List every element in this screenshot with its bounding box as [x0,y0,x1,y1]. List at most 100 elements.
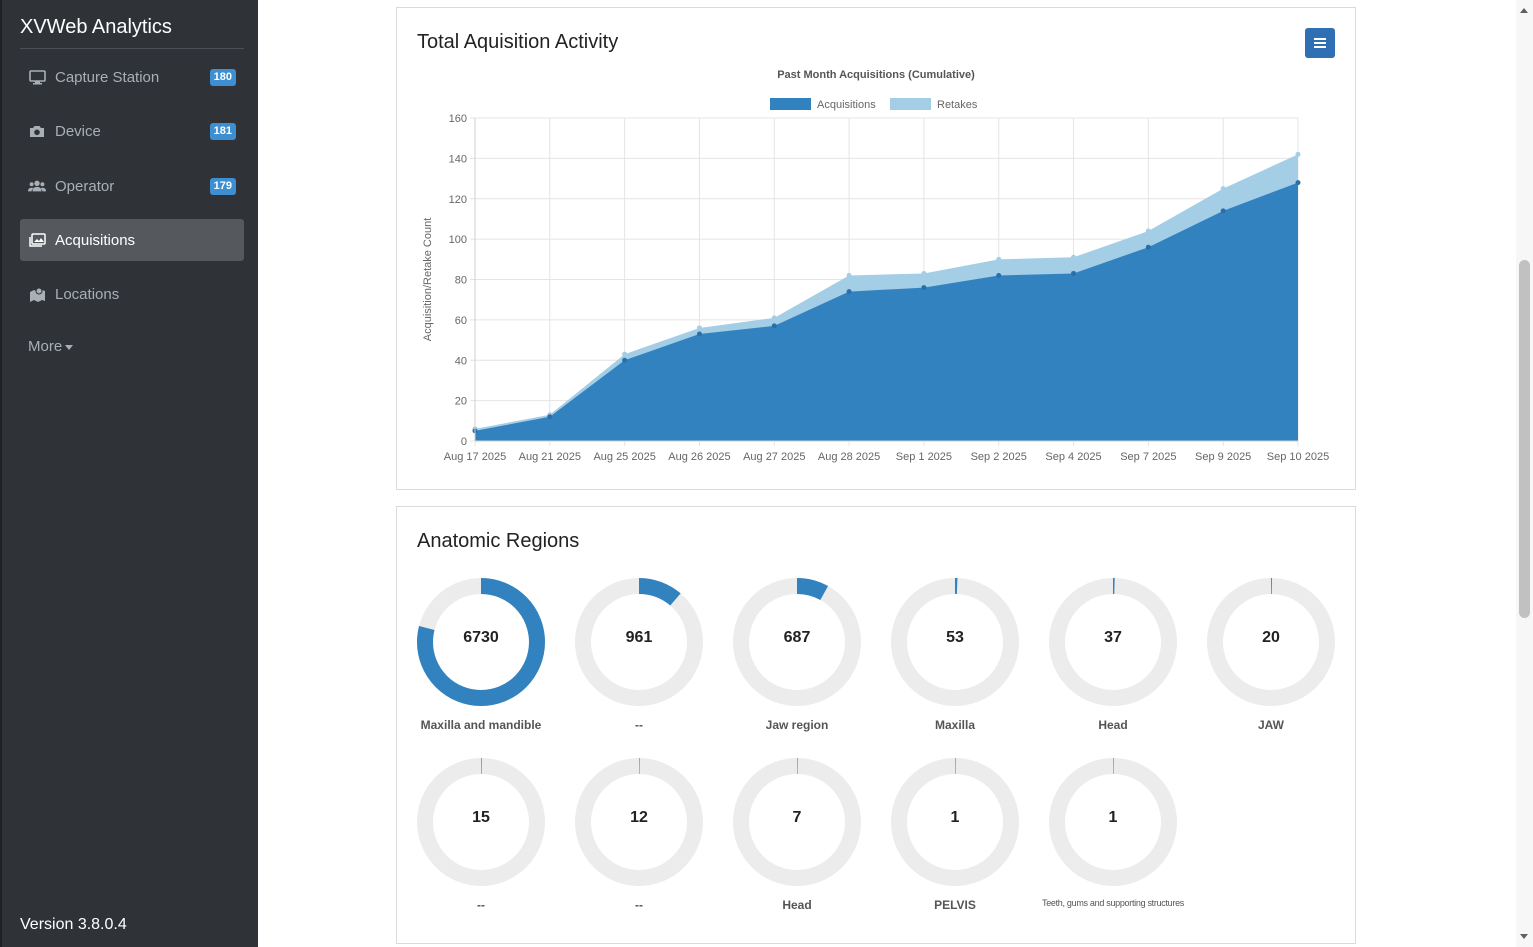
donut-arc [733,758,861,886]
card-title: Anatomic Regions [417,530,580,552]
region-donut[interactable]: 53 Maxilla [880,577,1030,732]
point-retakes[interactable] [996,256,1002,262]
caret-down-icon [65,344,74,350]
point-retakes[interactable] [921,270,927,276]
point-acquisitions[interactable] [996,272,1002,278]
point-acquisitions[interactable] [1220,208,1226,214]
region-label: Teeth, gums and supporting structures [1042,898,1184,908]
images-icon [28,232,46,248]
x-tick-label: Sep 4 2025 [1045,451,1101,463]
x-tick-label: Aug 26 2025 [668,451,730,463]
donut-arc [575,758,703,886]
donut-arc [417,578,545,706]
scroll-down-icon[interactable] [1520,934,1528,939]
point-retakes[interactable] [771,315,777,321]
region-donut[interactable]: 961 -- [564,577,714,732]
y-tick-label: 60 [455,315,467,327]
region-donut[interactable]: 20 JAW [1196,577,1346,732]
point-retakes[interactable] [696,325,702,331]
legend-item-acquisitions[interactable]: Acquisitions [770,98,876,111]
sidebar-item-acquisitions[interactable]: Acquisitions [20,219,244,261]
region-donut[interactable]: 7 Head [722,757,872,912]
map-icon [28,286,46,302]
legend-swatch [890,98,931,110]
x-tick-label: Sep 10 2025 [1267,451,1329,463]
point-retakes[interactable] [622,351,628,357]
x-tick-label: Aug 21 2025 [519,451,581,463]
point-acquisitions[interactable] [1295,180,1301,186]
donut-ring [575,578,703,706]
region-donut[interactable]: 687 Jaw region [722,577,872,732]
region-donut[interactable]: 37 Head [1038,577,1188,732]
version-text: Version 3.8.0.4 [20,916,127,933]
point-retakes[interactable] [1145,228,1151,234]
camera-icon [28,123,46,139]
point-acquisitions[interactable] [547,414,553,420]
point-acquisitions[interactable] [771,323,777,329]
x-tick-label: Aug 28 2025 [818,451,880,463]
count-badge: 180 [209,68,236,86]
region-count: 6730 [463,629,499,646]
point-acquisitions[interactable] [921,285,927,291]
region-donut[interactable]: 1 PELVIS [880,757,1030,912]
donut-arc [891,578,1019,706]
donut-arc [1207,578,1335,706]
point-retakes[interactable] [846,272,852,278]
donut-ring [417,578,545,706]
region-donut[interactable]: 6730 Maxilla and mandible [406,577,556,732]
donut-arc [417,758,545,886]
sidebar-item-device[interactable]: Device 181 [20,110,244,152]
x-tick-label: Sep 1 2025 [896,451,952,463]
y-tick-label: 100 [449,234,467,246]
x-tick-label: Aug 25 2025 [593,451,655,463]
sidebar: XVWeb Analytics Capture Station 180 Devi… [0,0,258,947]
sidebar-item-capture-station[interactable]: Capture Station 180 [20,56,244,98]
activity-chart: Past Month Acquisitions (Cumulative) Acqu… [422,69,1329,463]
point-acquisitions[interactable] [696,331,702,337]
monitor-icon [28,69,46,85]
page-scrollbar[interactable] [1516,0,1533,947]
point-retakes[interactable] [1071,254,1077,260]
hamburger-icon [1314,38,1326,48]
donut-ring [733,578,861,706]
region-label: -- [635,718,643,732]
legend-label: Retakes [937,99,978,111]
sidebar-item-label: Operator [55,177,115,195]
scroll-thumb[interactable] [1519,260,1530,618]
sidebar-item-label: Device [55,122,101,140]
region-count: 15 [472,809,490,826]
region-label: -- [477,898,485,912]
sidebar-item-operator[interactable]: Operator 179 [20,165,244,207]
y-tick-label: 40 [455,355,467,367]
donut-ring [891,578,1019,706]
donut-arc [891,758,1019,886]
more-dropdown[interactable]: More [28,338,74,355]
scroll-up-icon[interactable] [1520,8,1528,13]
donut-arc [575,578,703,706]
point-acquisitions[interactable] [1071,270,1077,276]
point-acquisitions[interactable] [846,289,852,295]
region-label: Maxilla [934,718,976,732]
point-acquisitions[interactable] [1145,244,1151,250]
sidebar-item-locations[interactable]: Locations [20,273,244,315]
x-tick-label: Sep 7 2025 [1120,451,1176,463]
y-tick-label: 120 [449,194,467,206]
brand-title[interactable]: XVWeb Analytics [20,16,244,49]
chart-menu-button[interactable] [1305,28,1335,58]
legend-item-retakes[interactable]: Retakes [890,98,978,111]
donut-ring [891,758,1019,886]
y-tick-label: 0 [461,436,467,448]
sidebar-item-label: Locations [55,285,120,303]
region-count: 37 [1104,629,1122,646]
acquisition-activity-card: Total Aquisition Activity Past Month Acq… [396,7,1356,490]
region-donut[interactable]: 12 -- [564,757,714,912]
region-donut[interactable]: 15 -- [406,757,556,912]
region-label: PELVIS [934,898,976,912]
region-donut[interactable]: 1 Teeth, gums and supporting structures [1038,757,1188,908]
point-retakes[interactable] [1295,151,1301,157]
donut-ring [1049,758,1177,886]
point-acquisitions[interactable] [622,357,628,363]
legend-label: Acquisitions [817,99,876,111]
point-retakes[interactable] [1220,186,1226,192]
